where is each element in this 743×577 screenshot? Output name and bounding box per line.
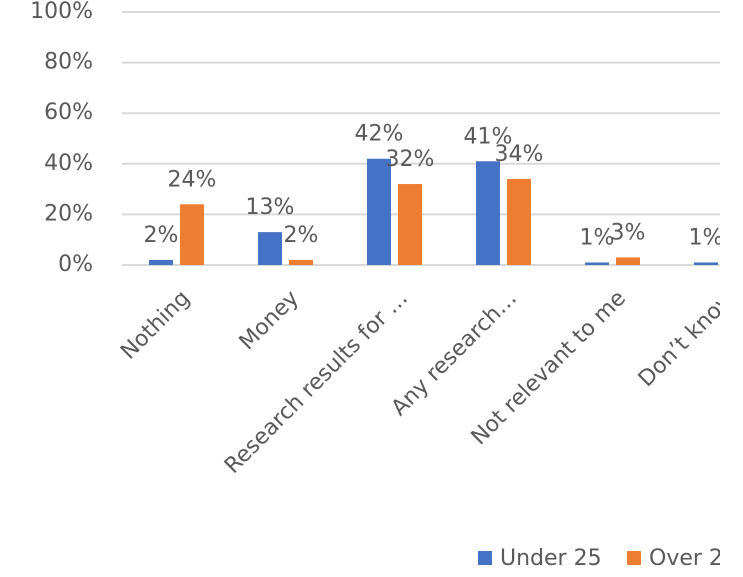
x-tick-label: Research results for … [220, 286, 413, 479]
bar [476, 161, 500, 265]
y-tick-label: 100% [30, 0, 93, 24]
data-label: 2% [144, 223, 179, 248]
bar [585, 262, 609, 265]
data-label: 41% [464, 124, 513, 149]
legend-label: Over 25 [649, 546, 737, 571]
bar [616, 257, 640, 265]
legend-swatch [478, 551, 492, 565]
y-tick-label: 60% [44, 100, 93, 125]
plot: 0% 20% 40% 60% 80% 100% Nothing 2% 24% Money 13% 2%… [30, 0, 740, 571]
bar [507, 178, 531, 265]
bar [398, 184, 422, 265]
bar [180, 204, 204, 265]
y-tick-label: 20% [44, 201, 93, 226]
y-tick-label: 0% [58, 252, 93, 277]
data-label: 1% [580, 225, 615, 250]
data-label: 34% [495, 142, 544, 167]
data-label: 1% [689, 225, 724, 250]
y-tick-label: 40% [44, 151, 93, 176]
data-label: 13% [246, 195, 295, 220]
bar [367, 158, 391, 265]
x-tick-label: Nothing [116, 286, 195, 365]
bar [694, 262, 718, 265]
data-label: 32% [386, 147, 435, 172]
legend-label: Under 25 [500, 546, 602, 571]
legend-swatch [627, 551, 641, 565]
data-label: 24% [168, 167, 217, 192]
bar [258, 232, 282, 265]
bar [149, 259, 173, 265]
x-tick-label: Money [235, 286, 304, 355]
x-tick-label: Don’t know [634, 286, 740, 392]
data-label: 2% [284, 223, 319, 248]
y-tick-label: 80% [44, 50, 93, 75]
bar [289, 259, 313, 265]
data-label: 42% [355, 122, 404, 147]
data-label: 3% [611, 220, 646, 245]
